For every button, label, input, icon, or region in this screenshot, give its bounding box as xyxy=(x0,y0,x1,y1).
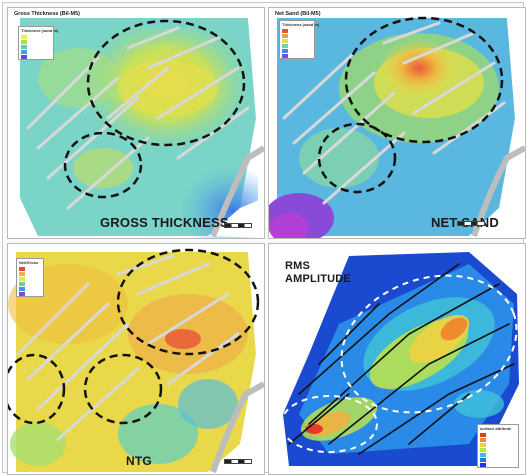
gross-thickness-map xyxy=(20,18,264,238)
panel-net-sand: Net Sand (Bil-M5) Thickness (sand m) NET… xyxy=(268,7,526,239)
scale-bar xyxy=(224,223,252,228)
scale-bar xyxy=(457,221,485,226)
panel-label: NTG xyxy=(126,454,152,468)
net-sand-map xyxy=(269,16,525,238)
ntg-map xyxy=(8,248,264,474)
legend-title: surface attribute xyxy=(480,426,512,431)
legend: Net/Gross xyxy=(16,258,44,297)
legend-title: Thickness (sand m) xyxy=(282,22,320,27)
panel-label: RMS AMPLITUDE xyxy=(285,260,351,285)
panel-ntg: Net/Gross NTG xyxy=(7,243,265,475)
legend: Thickness (sand m) xyxy=(279,20,320,59)
panel-title: Gross Thickness (Bil-M5) xyxy=(14,11,81,17)
panel-label: GROSS THICKNESS xyxy=(100,215,229,230)
legend: surface attribute xyxy=(477,424,519,468)
panel-gross-thickness: Gross Thickness (Bil-M5) Thickness (sand… xyxy=(7,7,265,239)
rms-amplitude-map xyxy=(280,252,519,466)
legend-title: Net/Gross xyxy=(19,260,39,265)
legend: Thickness (sand m) xyxy=(18,26,59,60)
legend-title: Thickness (sand m) xyxy=(21,28,59,33)
panel-title: Net Sand (Bil-M5) xyxy=(275,11,321,17)
panel-rms-amplitude: RMS AMPLITUDE surface attribute xyxy=(268,243,526,475)
scale-bar xyxy=(224,459,252,464)
